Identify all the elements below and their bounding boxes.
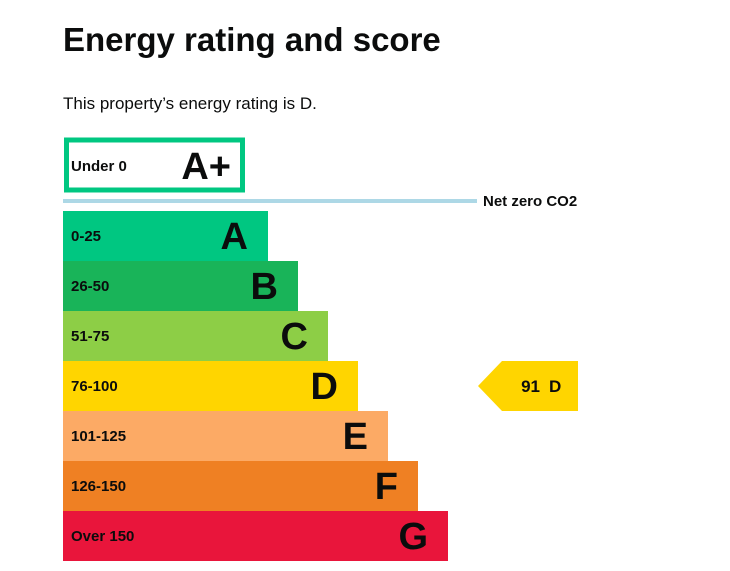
band-letter-label: B — [251, 266, 278, 308]
band-g — [63, 511, 448, 561]
band-range-label: Over 150 — [71, 528, 134, 545]
band-letter-label: F — [375, 466, 398, 508]
band-b — [63, 261, 298, 311]
band-range-label: 101-125 — [71, 428, 126, 445]
current-band: D — [549, 377, 561, 396]
band-a — [63, 211, 268, 261]
band-range-label: 51-75 — [71, 328, 109, 345]
band-c — [63, 311, 328, 361]
current-score: 91 — [521, 377, 540, 396]
band-letter-label: A+ — [181, 146, 231, 188]
band-range-label: Under 0 — [71, 158, 127, 175]
band-range-label: 76-100 — [71, 378, 118, 395]
band-letter-label: A — [221, 216, 248, 258]
band-e — [63, 411, 388, 461]
band-d — [63, 361, 358, 411]
page-title: Energy rating and score — [63, 21, 441, 58]
net-zero-line — [63, 199, 477, 203]
current-rating-arrow — [478, 361, 578, 411]
net-zero-label: Net zero CO2 — [483, 193, 577, 210]
band-f — [63, 461, 418, 511]
band-letter-label: C — [281, 316, 308, 358]
band-a-plus — [64, 137, 245, 193]
band-range-label: 126-150 — [71, 478, 126, 495]
band-letter-label: D — [311, 366, 338, 408]
band-letter-label: G — [398, 516, 428, 558]
band-range-label: 0-25 — [71, 228, 101, 245]
band-letter-label: E — [343, 416, 368, 458]
band-range-label: 26-50 — [71, 278, 109, 295]
rating-summary: This property’s energy rating is D. — [63, 94, 317, 113]
